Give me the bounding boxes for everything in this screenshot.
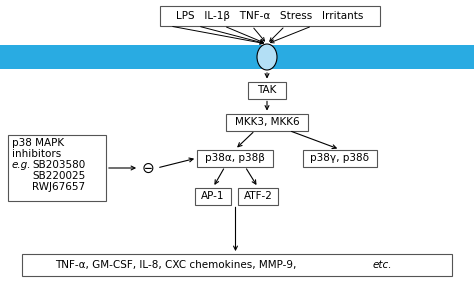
Bar [0, 45, 474, 69]
Text: MKK3, MKK6: MKK3, MKK6 [235, 117, 299, 127]
Bar [8, 135, 106, 201]
Text: SB203580: SB203580 [32, 160, 85, 170]
Text: ATF-2: ATF-2 [244, 191, 273, 201]
Bar [238, 188, 278, 205]
Text: p38 MAPK: p38 MAPK [12, 138, 64, 148]
Text: p38α, p38β: p38α, p38β [205, 153, 265, 163]
Text: ⊖: ⊖ [142, 161, 155, 176]
Text: RWJ67657: RWJ67657 [32, 182, 85, 192]
Text: LPS   IL-1β   TNF-α   Stress   Irritants: LPS IL-1β TNF-α Stress Irritants [176, 11, 364, 21]
Bar [22, 254, 452, 276]
Text: e.g.: e.g. [12, 160, 31, 170]
Bar [195, 188, 231, 205]
Text: TAK: TAK [257, 85, 277, 95]
Ellipse shape [257, 44, 277, 70]
Bar [197, 149, 273, 166]
Text: etc.: etc. [372, 260, 392, 270]
Bar [226, 113, 308, 130]
Text: SB220025: SB220025 [32, 171, 85, 181]
Text: inhibitors: inhibitors [12, 149, 61, 159]
Text: p38γ, p38δ: p38γ, p38δ [310, 153, 370, 163]
Bar [248, 81, 286, 98]
Bar [303, 149, 377, 166]
Bar [160, 6, 380, 26]
Text: TNF-α, GM-CSF, IL-8, CXC chemokines, MMP-9,: TNF-α, GM-CSF, IL-8, CXC chemokines, MMP… [55, 260, 299, 270]
Text: AP-1: AP-1 [201, 191, 225, 201]
